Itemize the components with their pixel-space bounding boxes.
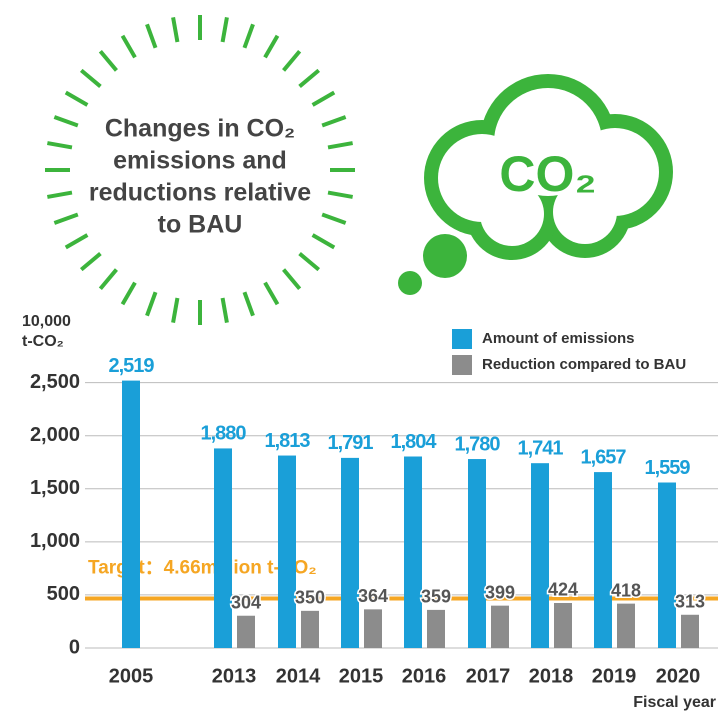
bar: [404, 456, 422, 648]
y-tick-label: 1,000: [30, 530, 80, 552]
legend-label: Reduction compared to BAU: [482, 356, 686, 373]
burst-dash: [321, 212, 347, 225]
y-tick-label: 2,000: [30, 424, 80, 446]
value-label: 2,519: [108, 355, 154, 377]
bar: [491, 605, 509, 648]
value-label: 418: [611, 580, 641, 600]
chart-title: reductions relative: [89, 179, 311, 207]
burst-dash: [263, 281, 280, 306]
x-tick-label: 2015: [339, 665, 384, 687]
cloud-icon: CO₂: [398, 74, 673, 295]
value-label: 1,804: [390, 431, 437, 453]
value-label: 350: [295, 588, 325, 608]
value-label: 1,813: [264, 430, 310, 452]
burst-dash: [79, 68, 102, 88]
bar: [214, 448, 232, 648]
bar: [658, 482, 676, 648]
bar: [681, 614, 699, 648]
x-tick-label: 2005: [109, 665, 154, 687]
y-unit: t-CO₂: [22, 333, 64, 350]
burst-dash: [47, 190, 73, 199]
burst-dash: [53, 115, 79, 128]
bar: [122, 380, 140, 648]
burst-dash: [282, 49, 302, 72]
burst-dash: [98, 268, 118, 291]
burst-dash: [282, 268, 302, 291]
value-label: 1,880: [200, 423, 246, 445]
burst-dash: [120, 281, 137, 306]
burst-dash: [321, 115, 347, 128]
burst-dash: [311, 233, 336, 250]
y-unit: 10,000: [22, 313, 71, 330]
y-tick-label: 1,500: [30, 477, 80, 499]
burst-dash: [171, 297, 180, 323]
y-tick-label: 2,500: [30, 371, 80, 393]
value-label: 1,780: [454, 433, 500, 455]
legend-swatch: [452, 329, 472, 349]
burst-dash: [145, 291, 158, 317]
bar: [594, 472, 612, 648]
burst-dash: [327, 190, 353, 199]
value-label: 1,791: [327, 432, 373, 454]
x-tick-label: 2014: [276, 665, 321, 687]
value-label: 424: [548, 580, 578, 600]
burst-dash: [298, 252, 321, 272]
y-tick-label: 0: [69, 636, 80, 658]
chart-title: emissions and: [113, 147, 287, 175]
bar: [468, 459, 486, 648]
burst-dash: [171, 17, 180, 43]
burst-dash: [53, 212, 79, 225]
x-tick-label: 2017: [466, 665, 511, 687]
x-tick-label: 2018: [529, 665, 574, 687]
legend-label: Amount of emissions: [482, 330, 635, 347]
burst-dash: [220, 297, 229, 323]
burst-dash: [47, 141, 73, 150]
x-tick-label: 2019: [592, 665, 637, 687]
value-label: 313: [675, 592, 705, 612]
bar: [531, 463, 549, 648]
icon-text: CO₂: [499, 146, 596, 202]
bar: [341, 457, 359, 648]
chart-title: Changes in CO₂: [105, 115, 295, 143]
x-axis-label: Fiscal year: [633, 694, 716, 711]
burst-dash: [311, 90, 336, 107]
bar: [617, 603, 635, 648]
x-tick-label: 2016: [402, 665, 447, 687]
burst-dash: [145, 23, 158, 49]
value-label: 1,657: [580, 446, 626, 468]
chart-title: to BAU: [158, 211, 243, 239]
x-tick-label: 2013: [212, 665, 257, 687]
value-label: 359: [421, 587, 451, 607]
burst-dash: [64, 233, 89, 250]
value-label: 364: [358, 586, 388, 606]
bar: [237, 615, 255, 648]
value-label: 399: [485, 582, 515, 602]
y-tick-label: 500: [47, 583, 80, 605]
value-label: 1,741: [517, 437, 563, 459]
burst-dash: [242, 23, 255, 49]
value-label: 1,559: [644, 457, 690, 479]
bar: [427, 609, 445, 648]
bar: [364, 609, 382, 648]
burst-dash: [220, 17, 229, 43]
burst-dash: [120, 34, 137, 59]
burst-dash: [298, 68, 321, 88]
burst-dash: [98, 49, 118, 72]
bar: [278, 455, 296, 648]
x-tick-label: 2020: [656, 665, 701, 687]
value-label: 304: [231, 592, 261, 612]
burst-dash: [79, 252, 102, 272]
legend-swatch: [452, 355, 472, 375]
burst-dash: [263, 34, 280, 59]
burst-dash: [242, 291, 255, 317]
sunburst-decoration: [45, 15, 355, 325]
burst-dash: [64, 90, 89, 107]
bar: [301, 610, 319, 648]
bar: [554, 602, 572, 648]
burst-dash: [327, 141, 353, 150]
